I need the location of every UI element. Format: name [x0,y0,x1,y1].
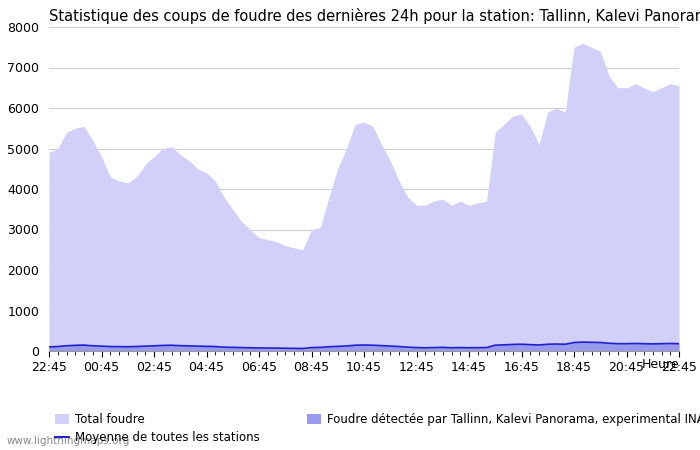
Y-axis label: Nb /h: Nb /h [0,172,1,206]
Text: Statistique des coups de foudre des dernières 24h pour la station: Tallinn, Kale: Statistique des coups de foudre des dern… [49,9,700,24]
Legend: Total foudre, Moyenne de toutes les stations, Foudre détectée par Tallinn, Kalev: Total foudre, Moyenne de toutes les stat… [55,414,700,444]
Text: www.lightningmaps.org: www.lightningmaps.org [7,436,130,446]
Text: Heure: Heure [641,358,679,371]
